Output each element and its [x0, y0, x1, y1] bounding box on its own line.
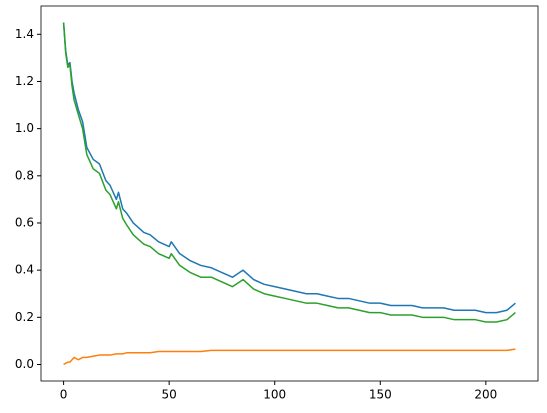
- x-tick-label: 200: [474, 388, 497, 402]
- y-tick-label: 0.6: [15, 215, 34, 229]
- series-line: [62, 22, 516, 323]
- x-tick-label: 0: [60, 388, 68, 402]
- series-line: [63, 348, 516, 366]
- y-tick-label: 0.8: [15, 168, 34, 182]
- y-tick-label: 0.4: [15, 263, 34, 277]
- plot-frame: [40, 5, 539, 382]
- y-tick-label: 0.0: [15, 357, 34, 371]
- series-line: [62, 22, 516, 314]
- y-tick-label: 1.4: [15, 27, 34, 41]
- y-tick-label: 1.2: [15, 74, 34, 88]
- x-tick-label: 50: [162, 388, 177, 402]
- y-tick-label: 0.2: [15, 310, 34, 324]
- x-tick-label: 100: [263, 388, 286, 402]
- x-tick-label: 150: [369, 388, 392, 402]
- y-tick-label: 1.0: [15, 121, 34, 135]
